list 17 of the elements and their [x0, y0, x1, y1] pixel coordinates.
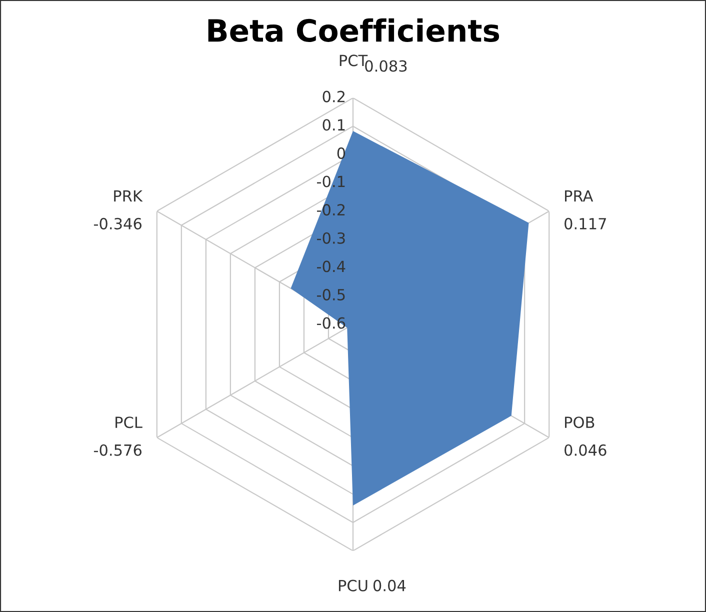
text: -0.346: [94, 218, 142, 230]
text: 0.04: [373, 580, 406, 592]
y-tick-label: 0: [337, 147, 346, 159]
y-tick-label: -0.5: [316, 288, 345, 300]
y-tick-label: -0.4: [316, 260, 346, 272]
spoke-label: PCU: [338, 580, 368, 592]
chart-title: Beta Coefficients: [208, 18, 500, 42]
spoke-label: PRK: [114, 190, 143, 202]
text: 0.117: [564, 218, 606, 230]
spoke-label: PCL: [116, 416, 142, 428]
y-tick-label: 0.1: [322, 119, 345, 131]
spoke-label: PRA: [565, 190, 594, 202]
text: -0.576: [94, 444, 142, 456]
spoke-label: POB: [565, 416, 594, 428]
text: 0.046: [564, 444, 606, 456]
y-tick-label: -0.3: [316, 232, 345, 244]
y-tick-label: 0.2: [322, 90, 345, 102]
